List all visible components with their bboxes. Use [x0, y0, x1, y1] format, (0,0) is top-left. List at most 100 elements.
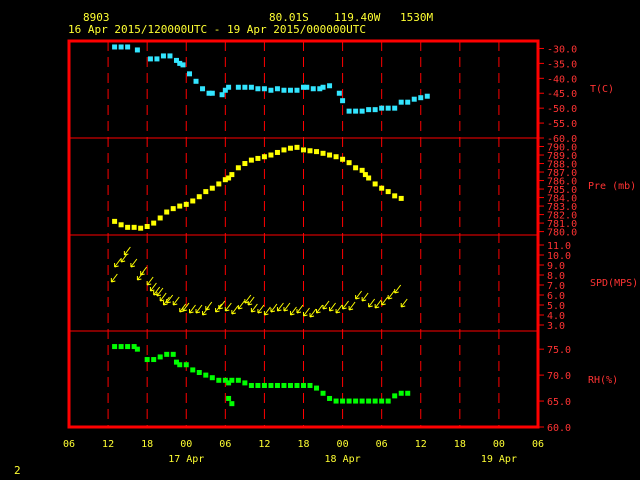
x-tick-label: 00: [493, 439, 505, 450]
y-tick-label: 6.0: [547, 291, 565, 302]
data-point: [274, 86, 280, 92]
y-tick-label: 784.0: [547, 194, 577, 205]
data-point: [287, 145, 293, 151]
data-point: [196, 194, 202, 200]
data-point: [336, 90, 342, 96]
data-point: [125, 344, 131, 350]
data-point: [222, 377, 228, 383]
data-point: [261, 86, 267, 92]
data-point: [235, 84, 241, 90]
y-tick-label: 787.0: [547, 168, 577, 179]
data-point: [209, 90, 215, 96]
data-point: [287, 382, 293, 388]
y-tick-label: 789.0: [547, 151, 577, 162]
data-point: [170, 206, 176, 212]
data-point: [170, 351, 176, 357]
wind-arrow: [374, 299, 382, 309]
y-tick-label: 8.0: [547, 271, 565, 282]
data-point: [320, 84, 326, 90]
x-date-label: 19 Apr: [481, 454, 517, 465]
data-point: [314, 149, 320, 155]
wind-arrow: [257, 304, 265, 314]
x-tick-label: 18: [454, 439, 466, 450]
data-point: [222, 87, 228, 93]
data-point: [359, 167, 365, 173]
panel-label: SPD(MPS): [590, 278, 638, 289]
page-number: 2: [14, 464, 21, 477]
data-point: [112, 344, 118, 350]
data-point: [112, 44, 118, 50]
wind-arrow: [166, 294, 174, 304]
data-point: [317, 86, 323, 92]
data-point: [226, 175, 232, 181]
x-tick-label: 18: [141, 439, 153, 450]
data-point: [222, 177, 228, 183]
data-point: [226, 395, 232, 401]
y-tick-label: 60.0: [547, 423, 571, 434]
x-tick-label: 06: [376, 439, 388, 450]
station-elevation: 1530M: [400, 11, 434, 24]
data-point: [216, 377, 222, 383]
data-point: [327, 152, 333, 158]
y-tick-label: 70.0: [547, 371, 571, 382]
data-point: [125, 224, 131, 230]
data-point: [193, 78, 199, 84]
data-point: [144, 357, 150, 363]
wind-arrow: [263, 306, 271, 316]
x-date-label: 17 Apr: [168, 454, 204, 465]
data-point: [112, 218, 118, 224]
wind-arrow: [195, 304, 203, 314]
y-tick-label: -55.0: [547, 119, 577, 130]
wind-arrow: [270, 303, 278, 313]
wind-arrow: [182, 302, 190, 312]
data-point: [255, 382, 261, 388]
data-point: [203, 372, 209, 378]
data-point: [294, 382, 300, 388]
data-point: [147, 56, 153, 62]
x-tick-label: 00: [180, 439, 192, 450]
data-point: [301, 147, 306, 153]
data-point: [320, 150, 326, 156]
y-tick-label: 3.0: [547, 321, 565, 332]
data-point: [196, 370, 202, 376]
x-date-label: 18 Apr: [325, 454, 361, 465]
data-point: [327, 83, 333, 89]
data-point: [157, 215, 163, 221]
data-point: [333, 154, 339, 160]
data-point: [118, 222, 124, 228]
data-point: [310, 86, 316, 92]
data-point: [327, 395, 333, 401]
data-point: [235, 165, 241, 171]
wind-arrow: [205, 301, 213, 311]
y-tick-label: 780.0: [547, 228, 577, 239]
panel-label: RH(%): [588, 375, 618, 386]
data-point: [200, 86, 206, 92]
y-tick-label: 781.0: [547, 219, 577, 230]
x-tick-label: 06: [219, 439, 231, 450]
station-id: 8903: [83, 11, 110, 24]
data-point: [379, 105, 385, 111]
data-point: [154, 56, 160, 62]
y-tick-label: 65.0: [547, 397, 571, 408]
wind-arrow: [156, 287, 164, 297]
data-point: [385, 105, 391, 111]
data-point: [242, 84, 248, 90]
data-point: [134, 346, 140, 352]
data-point: [385, 398, 391, 404]
data-point: [216, 181, 222, 187]
data-point: [203, 189, 209, 195]
data-point: [235, 377, 241, 383]
panel-label: Pre (mb): [588, 181, 636, 192]
wind-arrow: [303, 307, 310, 317]
data-point: [366, 107, 372, 113]
data-point: [167, 53, 173, 59]
data-point: [405, 99, 411, 105]
wind-arrow: [381, 296, 389, 306]
station-longitude: 119.40W: [334, 11, 381, 24]
wind-arrow: [140, 266, 148, 276]
wind-arrow: [224, 302, 232, 312]
x-tick-label: 00: [337, 439, 349, 450]
data-point: [206, 90, 212, 96]
data-point: [340, 98, 346, 104]
data-point: [353, 108, 359, 114]
